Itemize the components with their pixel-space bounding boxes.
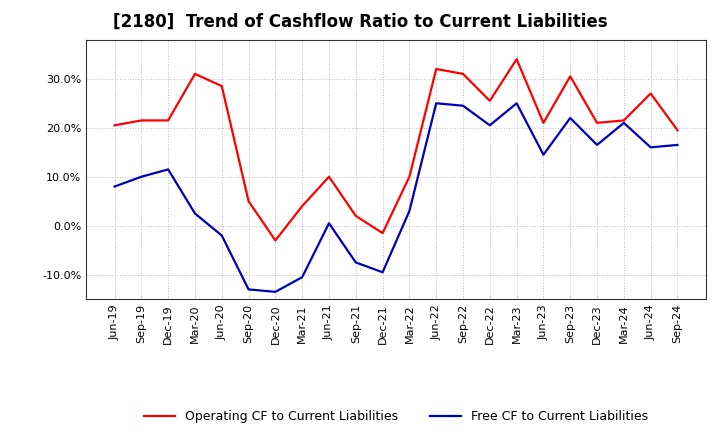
- Free CF to Current Liabilities: [593, 142, 601, 147]
- Free CF to Current Liabilities: [378, 270, 387, 275]
- Operating CF to Current Liabilities: [191, 71, 199, 77]
- Operating CF to Current Liabilities: [244, 198, 253, 204]
- Free CF to Current Liabilities: [566, 115, 575, 121]
- Free CF to Current Liabilities: [405, 209, 414, 214]
- Operating CF to Current Liabilities: [459, 71, 467, 77]
- Operating CF to Current Liabilities: [217, 84, 226, 89]
- Free CF to Current Liabilities: [432, 101, 441, 106]
- Free CF to Current Liabilities: [191, 211, 199, 216]
- Operating CF to Current Liabilities: [513, 57, 521, 62]
- Operating CF to Current Liabilities: [619, 118, 628, 123]
- Free CF to Current Liabilities: [647, 145, 655, 150]
- Free CF to Current Liabilities: [298, 275, 307, 280]
- Text: [2180]  Trend of Cashflow Ratio to Current Liabilities: [2180] Trend of Cashflow Ratio to Curren…: [113, 13, 607, 31]
- Operating CF to Current Liabilities: [271, 238, 279, 243]
- Free CF to Current Liabilities: [217, 233, 226, 238]
- Operating CF to Current Liabilities: [432, 66, 441, 72]
- Operating CF to Current Liabilities: [539, 120, 548, 125]
- Operating CF to Current Liabilities: [110, 123, 119, 128]
- Operating CF to Current Liabilities: [351, 213, 360, 219]
- Operating CF to Current Liabilities: [673, 128, 682, 133]
- Free CF to Current Liabilities: [164, 167, 173, 172]
- Free CF to Current Liabilities: [485, 123, 494, 128]
- Operating CF to Current Liabilities: [566, 73, 575, 79]
- Line: Free CF to Current Liabilities: Free CF to Current Liabilities: [114, 103, 678, 292]
- Operating CF to Current Liabilities: [137, 118, 145, 123]
- Operating CF to Current Liabilities: [378, 231, 387, 236]
- Free CF to Current Liabilities: [351, 260, 360, 265]
- Free CF to Current Liabilities: [325, 220, 333, 226]
- Operating CF to Current Liabilities: [647, 91, 655, 96]
- Free CF to Current Liabilities: [244, 287, 253, 292]
- Operating CF to Current Liabilities: [405, 174, 414, 180]
- Operating CF to Current Liabilities: [298, 203, 307, 209]
- Operating CF to Current Liabilities: [593, 120, 601, 125]
- Free CF to Current Liabilities: [513, 101, 521, 106]
- Free CF to Current Liabilities: [137, 174, 145, 180]
- Operating CF to Current Liabilities: [325, 174, 333, 180]
- Free CF to Current Liabilities: [673, 142, 682, 147]
- Free CF to Current Liabilities: [459, 103, 467, 108]
- Free CF to Current Liabilities: [539, 152, 548, 158]
- Operating CF to Current Liabilities: [485, 98, 494, 103]
- Line: Operating CF to Current Liabilities: Operating CF to Current Liabilities: [114, 59, 678, 240]
- Free CF to Current Liabilities: [619, 120, 628, 125]
- Free CF to Current Liabilities: [110, 184, 119, 189]
- Operating CF to Current Liabilities: [164, 118, 173, 123]
- Free CF to Current Liabilities: [271, 289, 279, 294]
- Legend: Operating CF to Current Liabilities, Free CF to Current Liabilities: Operating CF to Current Liabilities, Fre…: [139, 405, 653, 428]
